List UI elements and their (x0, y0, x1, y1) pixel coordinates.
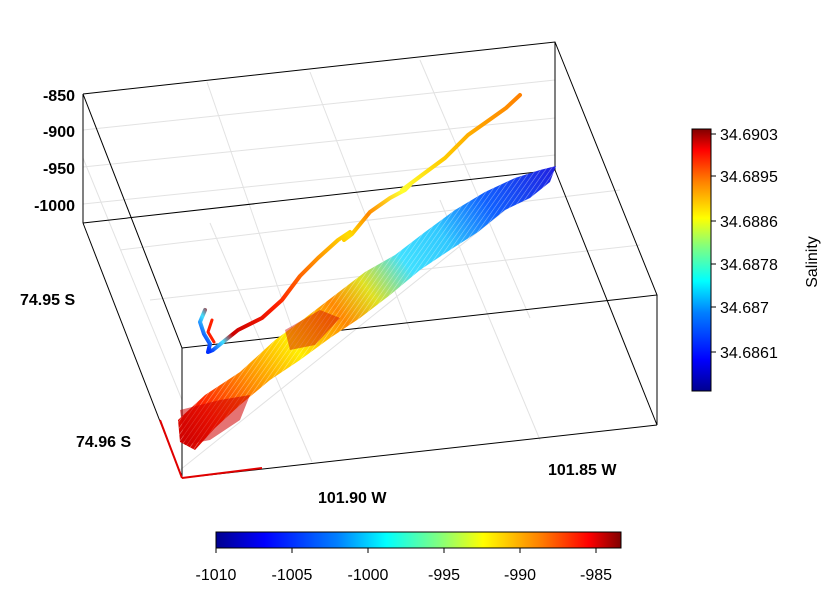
salinity-colorbar: 34.6903 34.6895 34.6886 34.6878 34.687 3… (691, 127, 821, 392)
grid-lines (82, 42, 641, 471)
depth-colorbar-tick: -985 (580, 567, 612, 584)
vehicle-track (198, 93, 522, 354)
depth-tick: -900 (43, 124, 75, 141)
axes-box (82, 41, 658, 479)
depth-tick: -1000 (34, 198, 75, 215)
depth-axis: -850 -900 -950 -1000 (34, 88, 75, 215)
seafloor-swath (178, 166, 556, 450)
latitude-tick: 74.96 S (76, 434, 131, 451)
salinity-colorbar-label: Salinity (804, 236, 821, 288)
latitude-axis: 74.95 S 74.96 S (20, 292, 131, 451)
depth-colorbar-tick: -1010 (196, 567, 237, 584)
box-edges (82, 41, 658, 479)
longitude-tick: 101.90 W (318, 490, 387, 507)
salinity-tick: 34.6895 (720, 169, 778, 186)
depth-colorbar-tick: -990 (504, 567, 536, 584)
depth-colorbar-tick: -995 (428, 567, 460, 584)
salinity-tick: 34.6861 (720, 345, 778, 362)
depth-tick: -850 (43, 88, 75, 105)
depth-tick: -950 (43, 161, 75, 178)
salinity-tick: 34.6886 (720, 214, 778, 231)
salinity-tick: 34.6903 (720, 127, 778, 144)
depth-colorbar-tick: -1005 (272, 567, 313, 584)
axis-highlight (159, 419, 263, 479)
latitude-tick: 74.95 S (20, 292, 75, 309)
depth-colorbar-tick: -1000 (348, 567, 389, 584)
depth-colorbar-ramp (215, 531, 622, 549)
salinity-tick: 34.687 (720, 300, 769, 317)
longitude-tick: 101.85 W (548, 462, 617, 479)
salinity-tick: 34.6878 (720, 257, 778, 274)
longitude-axis: 101.90 W 101.85 W (318, 462, 617, 507)
depth-colorbar: -1010 -1005 -1000 -995 -990 -985 (196, 531, 622, 584)
salinity-colorbar-ramp (691, 128, 712, 392)
